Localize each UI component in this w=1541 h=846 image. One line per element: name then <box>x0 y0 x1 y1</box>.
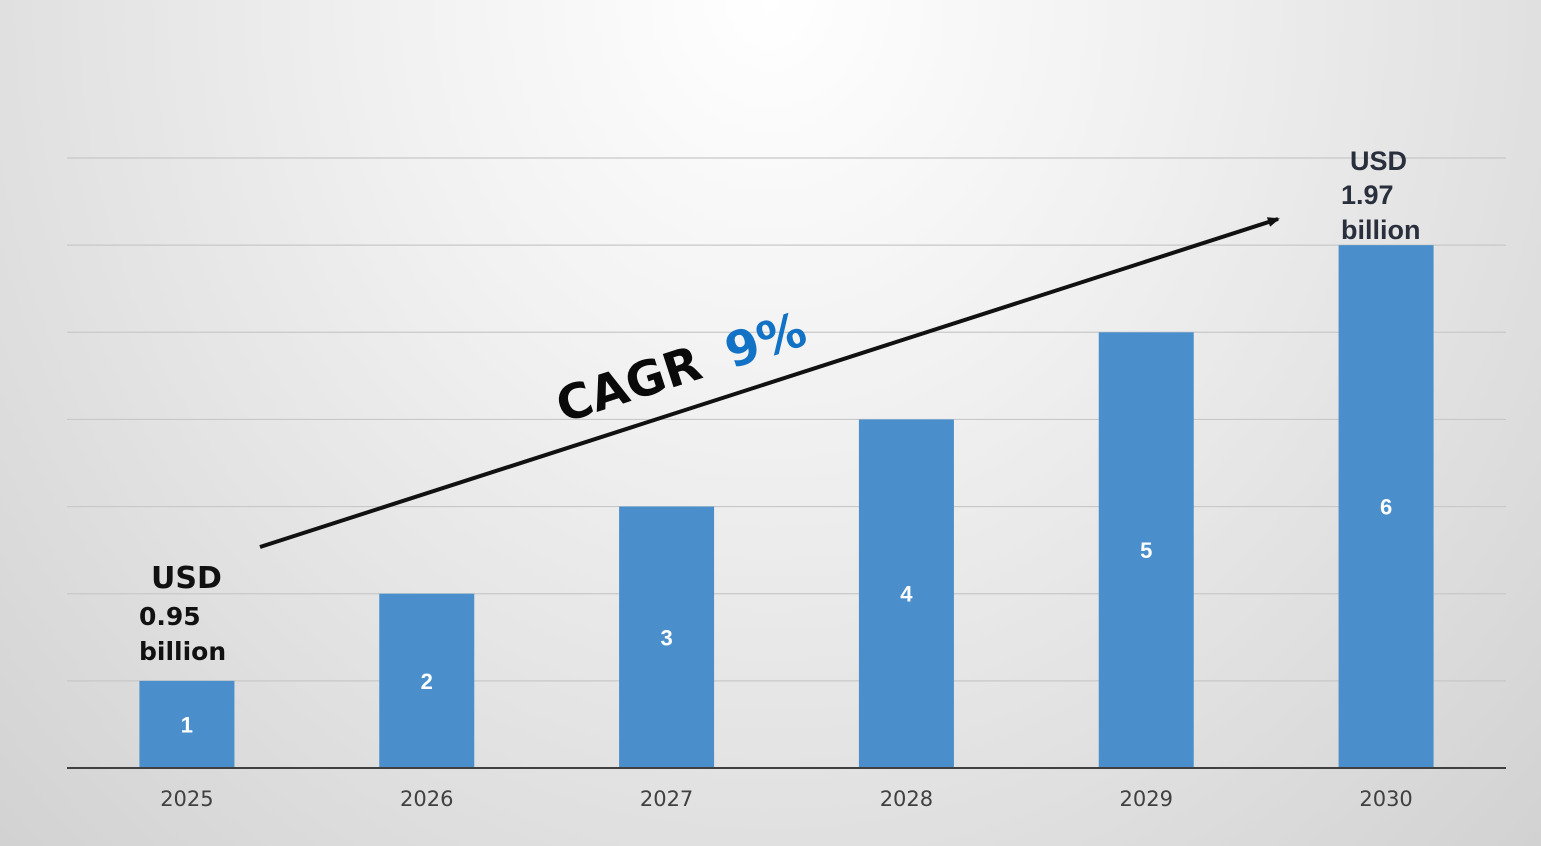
bar-data-label-2029: 5 <box>1140 538 1152 563</box>
x-tick-2029: 2029 <box>1120 787 1173 811</box>
x-tick-2026: 2026 <box>400 787 453 811</box>
bar-data-label-2028: 4 <box>900 582 913 607</box>
start-unit-label: billion <box>139 637 226 666</box>
x-tick-2028: 2028 <box>880 787 933 811</box>
bar-data-label-2030: 6 <box>1380 495 1392 520</box>
bar-data-label-2025: 1 <box>181 712 193 737</box>
bar-2030 <box>1338 245 1434 769</box>
x-tick-2025: 2025 <box>160 787 213 811</box>
cagr-value: 9% <box>718 302 813 380</box>
start-value-callout: USD 0.95 billion <box>139 561 226 666</box>
cagr-annotation: CAGR 9% <box>549 302 813 435</box>
x-tick-2030: 2030 <box>1359 787 1412 811</box>
bar-data-label-2026: 2 <box>421 669 433 694</box>
bar-2028 <box>858 419 954 768</box>
bar-2027 <box>619 506 715 768</box>
bar-data-label-2027: 3 <box>660 625 672 650</box>
start-value-label: 0.95 <box>139 602 201 631</box>
end-value-callout: USD 1.97 billion <box>1341 146 1420 245</box>
end-currency-label: USD <box>1350 146 1407 176</box>
bar-2026 <box>379 593 475 768</box>
bars <box>139 245 1434 769</box>
gridlines <box>67 157 1506 682</box>
bar-2029 <box>1098 332 1194 768</box>
x-axis-tick-labels: 2025 2026 2027 2028 2029 2030 <box>160 787 1413 811</box>
start-currency-label: USD <box>151 561 222 596</box>
end-value-label: 1.97 <box>1341 180 1394 210</box>
end-unit-label: billion <box>1341 215 1420 245</box>
growth-trend-arrow <box>259 217 1280 549</box>
bar-data-labels: 1 2 3 4 5 6 <box>181 495 1392 738</box>
x-tick-2027: 2027 <box>640 787 693 811</box>
bar-2025 <box>139 680 235 768</box>
